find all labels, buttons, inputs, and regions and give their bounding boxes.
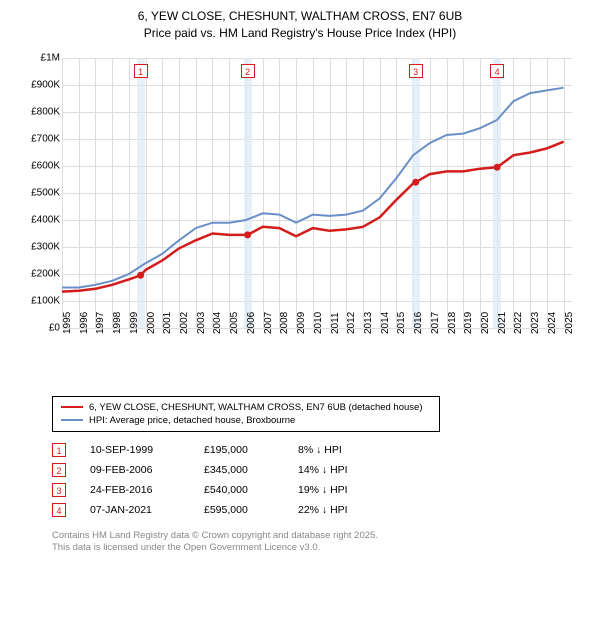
x-axis-label: 2019 [463, 311, 474, 333]
marker-box: 1 [134, 64, 148, 78]
price-table: 1 10-SEP-1999 £195,000 8% ↓ HPI 2 09-FEB-2006… [52, 440, 590, 520]
marker-box: 2 [241, 64, 255, 78]
row-diff: 14% ↓ HPI [298, 464, 388, 476]
x-axis-label: 2009 [296, 311, 307, 333]
y-axis-label: £700K [31, 133, 60, 144]
row-diff: 8% ↓ HPI [298, 444, 388, 456]
chart-lines [62, 58, 572, 328]
x-axis-label: 2007 [263, 311, 274, 333]
legend: 6, YEW CLOSE, CHESHUNT, WALTHAM CROSS, E… [52, 396, 440, 432]
row-diff: 22% ↓ HPI [298, 504, 388, 516]
y-axis-label: £200K [31, 268, 60, 279]
row-marker: 4 [52, 503, 66, 517]
x-axis-label: 2012 [346, 311, 357, 333]
row-price: £195,000 [204, 444, 274, 456]
x-axis-label: 2008 [279, 311, 290, 333]
x-axis-label: 1997 [95, 311, 106, 333]
footnote-line2: This data is licensed under the Open Gov… [52, 542, 590, 554]
x-axis-label: 2001 [162, 311, 173, 333]
x-axis-label: 2016 [413, 311, 424, 333]
x-axis-label: 2023 [530, 311, 541, 333]
marker-box: 4 [490, 64, 504, 78]
x-axis-label: 2004 [212, 311, 223, 333]
chart-container: 6, YEW CLOSE, CHESHUNT, WALTHAM CROSS, E… [0, 0, 600, 562]
row-diff: 19% ↓ HPI [298, 484, 388, 496]
x-axis-label: 2000 [146, 311, 157, 333]
row-date: 24-FEB-2016 [90, 484, 180, 496]
row-date: 09-FEB-2006 [90, 464, 180, 476]
x-axis-label: 2018 [447, 311, 458, 333]
x-axis-label: 2010 [313, 311, 324, 333]
x-axis-label: 2015 [396, 311, 407, 333]
marker-dot [137, 271, 144, 278]
legend-label: HPI: Average price, detached house, Brox… [89, 415, 295, 426]
title-line1: 6, YEW CLOSE, CHESHUNT, WALTHAM CROSS, E… [10, 8, 590, 25]
marker-box: 3 [409, 64, 423, 78]
row-date: 10-SEP-1999 [90, 444, 180, 456]
marker-dot [494, 163, 501, 170]
legend-swatch [61, 406, 83, 409]
y-axis-label: £400K [31, 214, 60, 225]
y-axis-label: £300K [31, 241, 60, 252]
table-row: 2 09-FEB-2006 £345,000 14% ↓ HPI [52, 460, 590, 480]
x-axis-label: 2003 [196, 311, 207, 333]
x-axis-label: 2014 [380, 311, 391, 333]
x-axis-label: 2005 [229, 311, 240, 333]
x-axis-label: 2013 [363, 311, 374, 333]
y-axis-label: £0 [49, 322, 60, 333]
y-axis-label: £1M [41, 52, 60, 63]
y-axis-label: £500K [31, 187, 60, 198]
legend-label: 6, YEW CLOSE, CHESHUNT, WALTHAM CROSS, E… [89, 402, 422, 413]
legend-item: HPI: Average price, detached house, Brox… [61, 414, 431, 427]
y-axis-label: £900K [31, 79, 60, 90]
x-axis-label: 2022 [513, 311, 524, 333]
x-axis-label: 1998 [112, 311, 123, 333]
row-price: £540,000 [204, 484, 274, 496]
row-marker: 2 [52, 463, 66, 477]
marker-dot [412, 178, 419, 185]
x-axis-label: 1995 [62, 311, 73, 333]
footnote: Contains HM Land Registry data © Crown c… [52, 530, 590, 555]
row-price: £345,000 [204, 464, 274, 476]
x-axis-label: 2011 [330, 312, 341, 334]
x-axis-label: 2021 [497, 311, 508, 333]
y-axis-label: £600K [31, 160, 60, 171]
x-axis-label: 2006 [246, 311, 257, 333]
y-axis-label: £100K [31, 295, 60, 306]
x-axis-label: 1996 [79, 311, 90, 333]
x-axis-label: 2024 [547, 311, 558, 333]
x-axis-label: 2017 [430, 311, 441, 333]
row-price: £595,000 [204, 504, 274, 516]
legend-item: 6, YEW CLOSE, CHESHUNT, WALTHAM CROSS, E… [61, 401, 431, 414]
chart-area: 1 2 3 4 £0 £100K £200K £300K £400K £500K £600K £70… [20, 50, 580, 390]
x-axis-label: 2020 [480, 311, 491, 333]
x-axis-label: 2002 [179, 311, 190, 333]
x-axis-label: 2025 [564, 311, 575, 333]
row-date: 07-JAN-2021 [90, 504, 180, 516]
chart-title: 6, YEW CLOSE, CHESHUNT, WALTHAM CROSS, E… [10, 8, 590, 42]
row-marker: 3 [52, 483, 66, 497]
table-row: 3 24-FEB-2016 £540,000 19% ↓ HPI [52, 480, 590, 500]
legend-swatch [61, 419, 83, 422]
x-axis-label: 1999 [129, 311, 140, 333]
footnote-line1: Contains HM Land Registry data © Crown c… [52, 530, 590, 542]
table-row: 4 07-JAN-2021 £595,000 22% ↓ HPI [52, 500, 590, 520]
y-axis-label: £800K [31, 106, 60, 117]
title-line2: Price paid vs. HM Land Registry's House … [10, 25, 590, 42]
table-row: 1 10-SEP-1999 £195,000 8% ↓ HPI [52, 440, 590, 460]
series-hpi [62, 87, 564, 287]
marker-dot [244, 231, 251, 238]
row-marker: 1 [52, 443, 66, 457]
